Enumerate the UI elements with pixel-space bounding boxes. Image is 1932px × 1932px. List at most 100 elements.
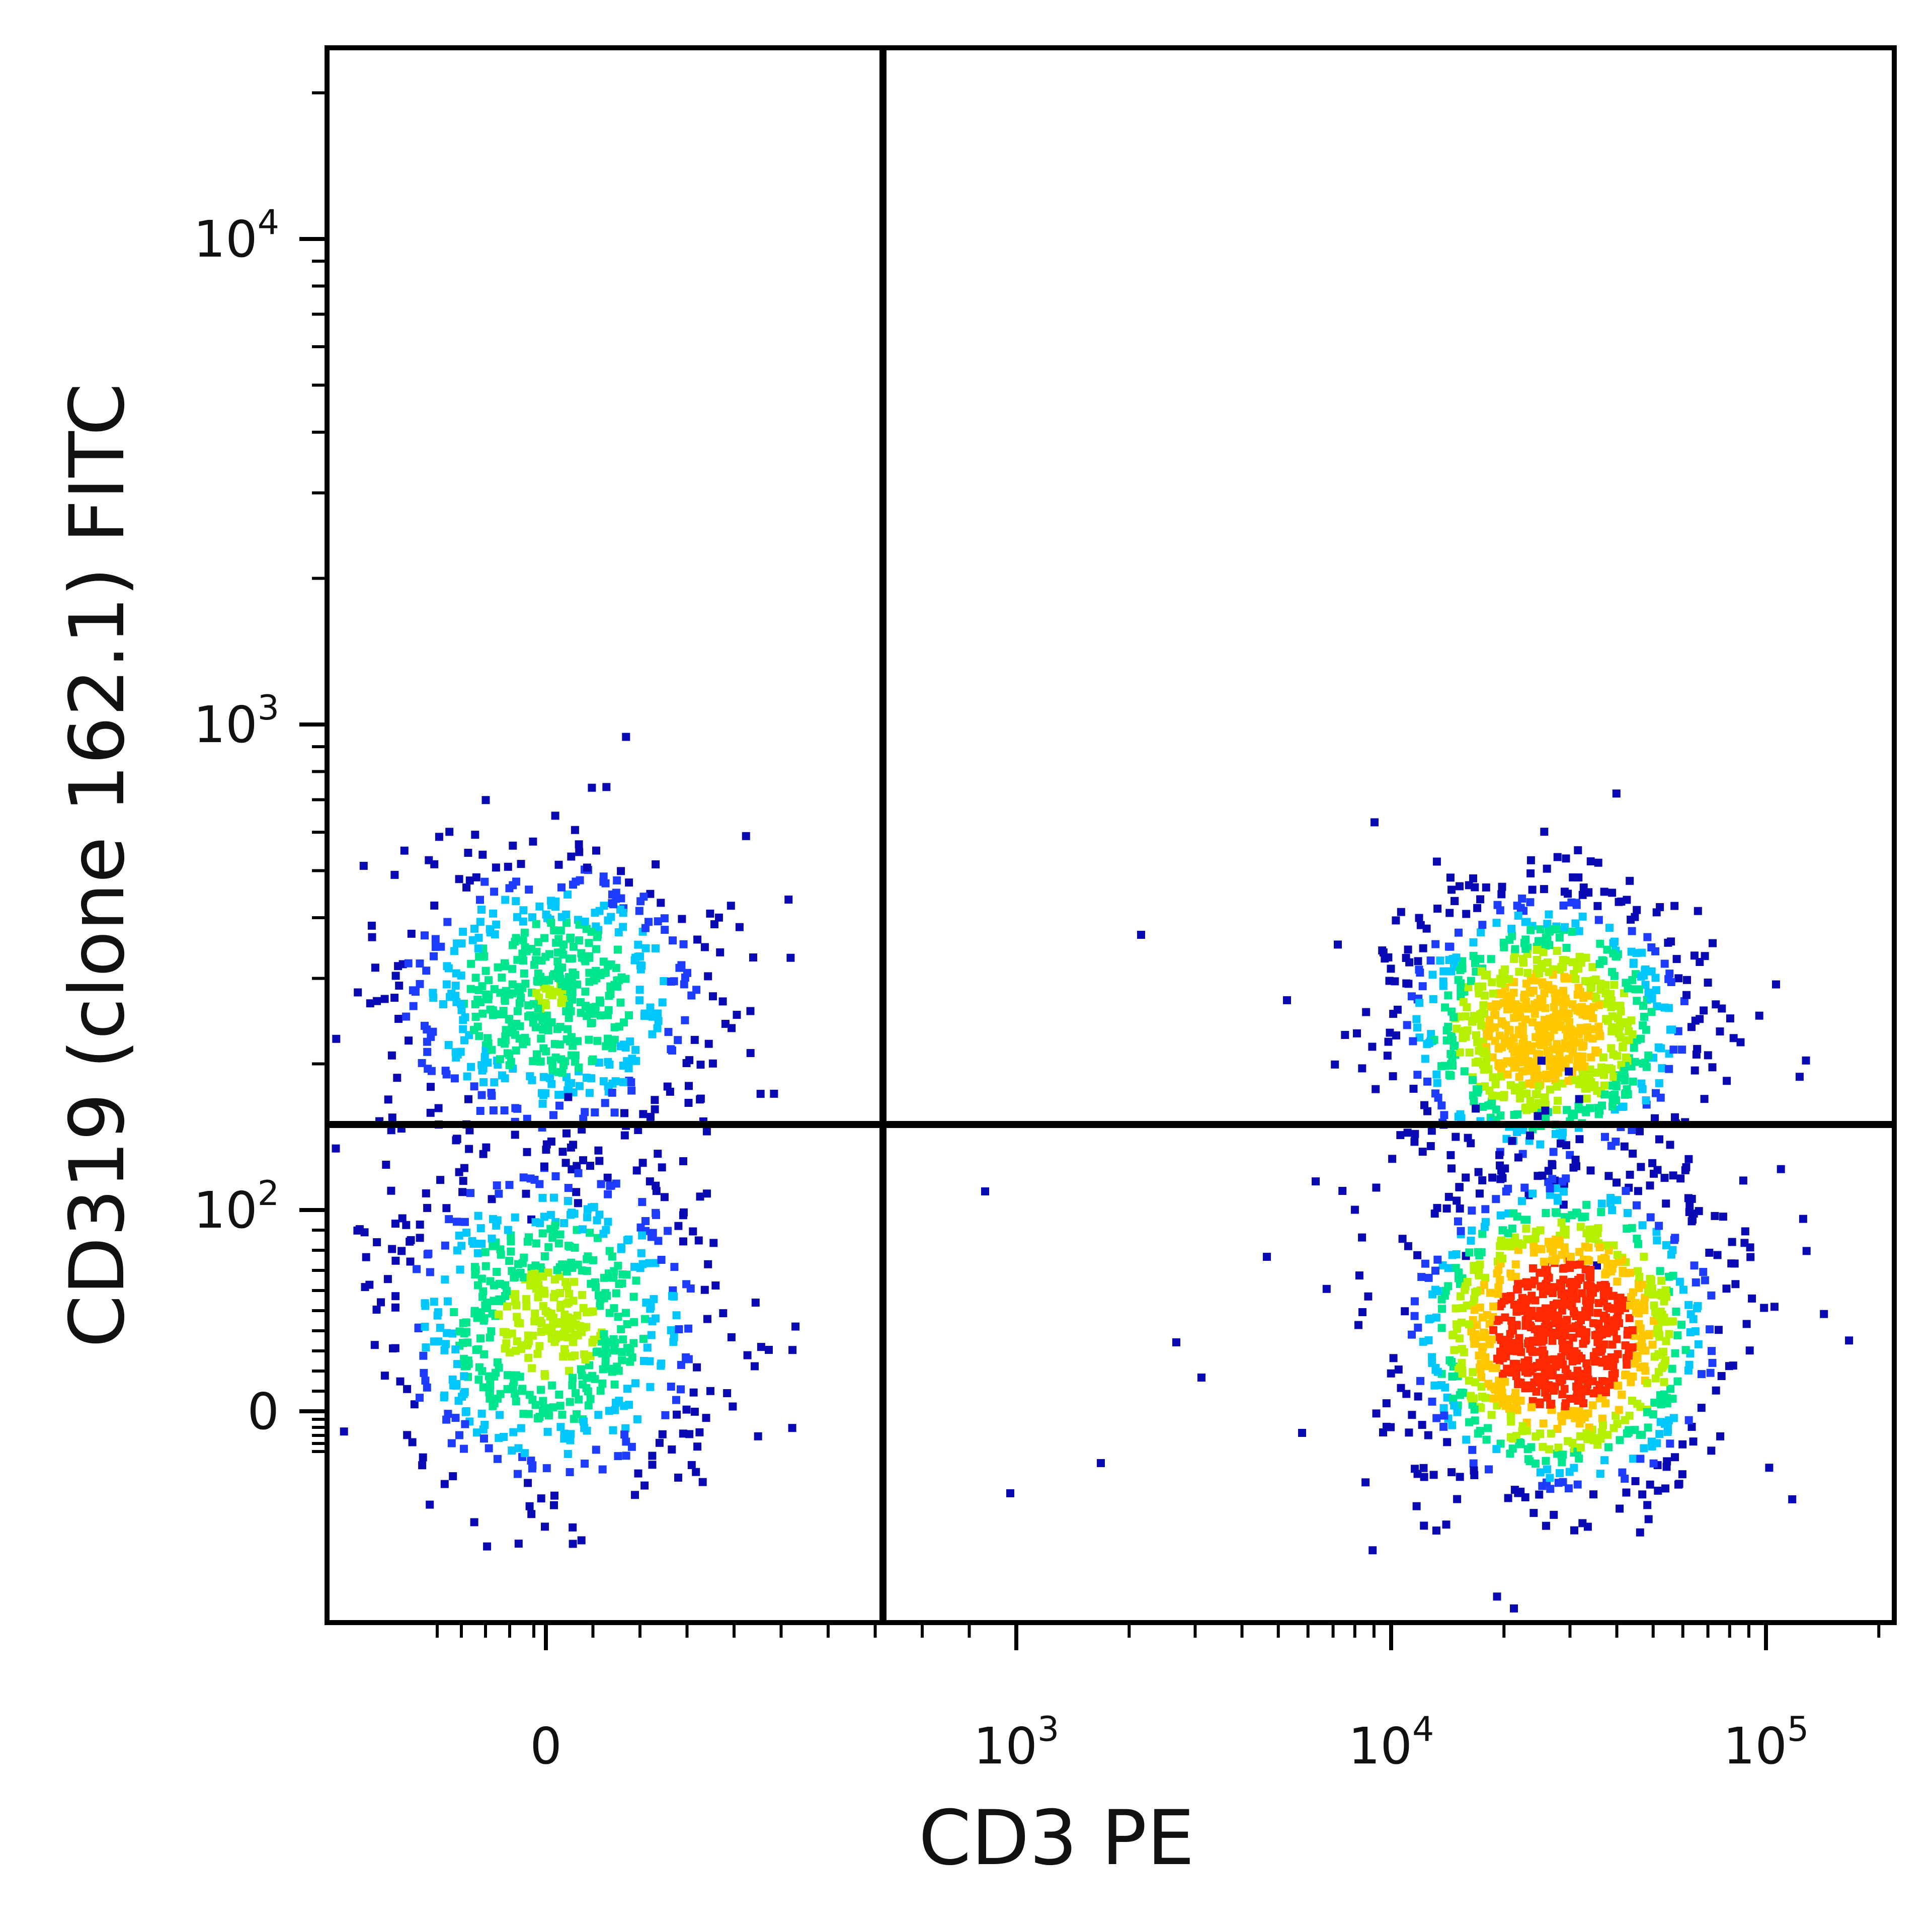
- event-dot: [1358, 1233, 1366, 1242]
- event-dot: [1444, 1192, 1453, 1201]
- event-dot: [1456, 1204, 1464, 1213]
- event-dot: [1496, 1276, 1504, 1284]
- event-dot: [551, 1221, 559, 1230]
- event-dot: [1172, 1338, 1180, 1346]
- event-dot: [1548, 1161, 1557, 1169]
- event-dot: [1550, 1355, 1559, 1363]
- event-dot: [1573, 1480, 1582, 1489]
- event-dot: [507, 1247, 515, 1256]
- event-dot: [618, 1270, 627, 1278]
- event-dot: [436, 1176, 445, 1184]
- event-dot: [1615, 1406, 1623, 1414]
- event-dot: [1431, 1089, 1439, 1098]
- event-dot: [619, 909, 627, 917]
- event-dot: [550, 1501, 558, 1509]
- event-dot: [511, 1298, 520, 1306]
- event-dot: [670, 1263, 679, 1271]
- event-dot: [1446, 1071, 1455, 1080]
- event-dot: [1576, 1260, 1584, 1269]
- event-dot: [1429, 1471, 1438, 1479]
- event-dot: [455, 1231, 463, 1240]
- event-dot: [1508, 1137, 1516, 1145]
- event-dot: [1456, 1391, 1464, 1399]
- event-dot: [1622, 1488, 1631, 1497]
- event-dot: [592, 974, 601, 983]
- event-dot: [1383, 1052, 1392, 1060]
- event-dot: [405, 1036, 413, 1045]
- event-dot: [1474, 1085, 1483, 1094]
- event-dot: [353, 1226, 362, 1235]
- event-dot: [416, 980, 424, 988]
- event-dot: [1428, 1397, 1436, 1406]
- event-dot: [1718, 1004, 1726, 1013]
- event-dot: [620, 1109, 628, 1117]
- event-dot: [503, 1287, 511, 1296]
- event-dot: [465, 1126, 474, 1135]
- event-dot: [1539, 1355, 1547, 1363]
- event-dot: [1368, 1042, 1377, 1051]
- event-dot: [1424, 1273, 1433, 1282]
- event-dot: [1489, 1302, 1498, 1311]
- event-dot: [648, 1030, 657, 1038]
- event-dot: [562, 910, 571, 919]
- event-dot: [465, 876, 474, 885]
- event-dot: [1459, 998, 1468, 1006]
- event-dot: [1571, 975, 1580, 984]
- event-dot: [1620, 1142, 1629, 1151]
- event-dot: [1597, 1208, 1605, 1216]
- event-dot: [1668, 1246, 1677, 1254]
- event-dot: [523, 1114, 531, 1123]
- event-dot: [1511, 945, 1519, 953]
- event-dot: [1600, 1340, 1608, 1349]
- event-dot: [1484, 1424, 1492, 1432]
- event-dot: [1561, 1225, 1570, 1234]
- event-dot: [498, 1071, 506, 1080]
- event-dot: [581, 957, 590, 965]
- event-dot: [679, 1429, 687, 1438]
- event-dot: [1467, 1392, 1475, 1400]
- event-dot: [641, 924, 650, 932]
- event-dot: [512, 1046, 520, 1055]
- event-dot: [567, 1007, 575, 1015]
- event-dot: [553, 1266, 561, 1274]
- event-dot: [568, 1381, 577, 1390]
- event-dot: [478, 952, 487, 961]
- event-dot: [634, 952, 642, 961]
- event-dot: [409, 1002, 418, 1010]
- event-dot: [1665, 1065, 1673, 1073]
- event-dot: [1493, 1382, 1501, 1391]
- event-dot: [1559, 1451, 1567, 1459]
- event-dot: [472, 873, 480, 881]
- event-dot: [1491, 1080, 1500, 1088]
- event-dot: [1640, 1444, 1648, 1453]
- event-dot: [631, 1379, 639, 1388]
- event-dot: [1521, 1057, 1530, 1066]
- event-dot: [1477, 1373, 1486, 1382]
- event-dot: [1389, 1354, 1398, 1362]
- event-dot: [641, 1217, 650, 1225]
- event-dot: [1557, 1290, 1566, 1299]
- event-dot: [1497, 890, 1506, 899]
- event-dot: [1508, 932, 1516, 940]
- event-dot: [1576, 1007, 1584, 1016]
- event-dot: [1554, 1196, 1562, 1205]
- event-dot: [1533, 956, 1541, 964]
- event-dot: [600, 1336, 609, 1345]
- event-dot: [547, 1018, 556, 1026]
- event-dot: [1556, 965, 1564, 974]
- event-dot: [1722, 1284, 1731, 1293]
- event-dot: [1536, 1400, 1544, 1408]
- event-dot: [1469, 1459, 1478, 1468]
- event-dot: [1526, 926, 1535, 934]
- event-dot: [1698, 1370, 1706, 1379]
- event-dot: [1263, 1253, 1271, 1261]
- event-dot: [1583, 1435, 1592, 1443]
- event-dot: [1540, 1016, 1549, 1024]
- event-dot: [581, 917, 589, 926]
- event-dot: [1458, 1366, 1467, 1375]
- event-dot: [658, 998, 667, 1007]
- event-dot: [477, 1311, 486, 1319]
- event-dot: [541, 1372, 549, 1380]
- event-dot: [1561, 923, 1569, 931]
- event-dot: [514, 1260, 522, 1268]
